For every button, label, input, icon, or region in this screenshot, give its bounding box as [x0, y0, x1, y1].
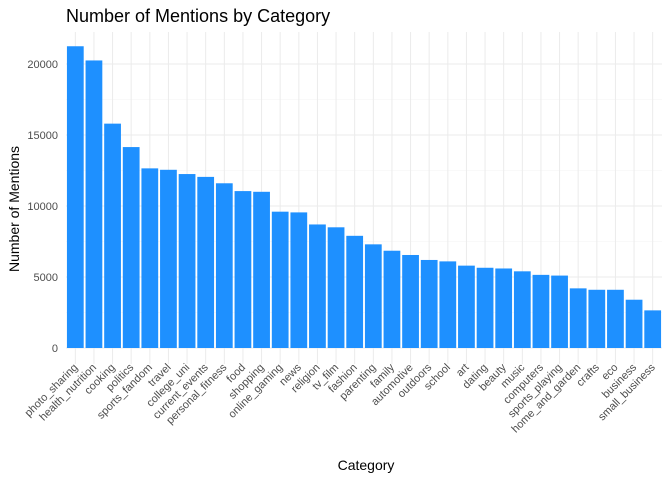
y-tick-label: 0 [52, 343, 58, 355]
bar-sports_playing [551, 275, 568, 348]
bar-cooking [104, 123, 121, 348]
bar-small_business [644, 310, 662, 348]
bar-travel [160, 169, 177, 348]
y-tick-label: 5000 [34, 272, 58, 284]
chart-title: Number of Mentions by Category [66, 6, 330, 26]
bar-school [439, 261, 457, 348]
y-tick-label: 10000 [27, 201, 58, 213]
bar-photo_sharing [66, 46, 84, 348]
bar-news [290, 212, 308, 348]
bar-parenting [364, 244, 382, 348]
bar-business [625, 299, 643, 348]
bar-shopping [253, 191, 270, 348]
bar-politics [122, 147, 140, 348]
bar-beauty [495, 268, 513, 348]
x-axis-ticks: photo_sharinghealth_nutritioncookingpoli… [23, 361, 659, 435]
bar-food [234, 191, 252, 348]
bars [66, 46, 662, 348]
bar-family [383, 250, 401, 348]
bar-crafts [588, 289, 606, 348]
bar-current_events [197, 176, 215, 348]
y-axis-ticks: 0 5000 10000 15000 20000 [27, 59, 58, 355]
bar-computers [532, 274, 550, 348]
bar-dating [476, 267, 494, 348]
bar-outdoors [420, 259, 438, 348]
bar-sports_fandom [141, 168, 159, 348]
bar-health_nutrition [85, 60, 103, 348]
bar-automotive [402, 254, 419, 348]
bar-fashion [346, 235, 364, 348]
x-axis-label: Category [338, 457, 395, 473]
bar-college_uni [178, 174, 196, 348]
bar-music [513, 271, 531, 348]
bar-tv_film [327, 227, 345, 348]
bar-online_gaming [271, 211, 289, 348]
y-axis-label: Number of Mentions [6, 146, 22, 272]
bar-personal_fitness [215, 183, 233, 348]
bar-art [458, 265, 475, 348]
bar-eco [607, 289, 624, 348]
y-tick-label: 15000 [27, 130, 58, 142]
bar-home_and_garden [569, 288, 587, 348]
bar-religion [309, 224, 326, 348]
y-tick-label: 20000 [27, 59, 58, 71]
